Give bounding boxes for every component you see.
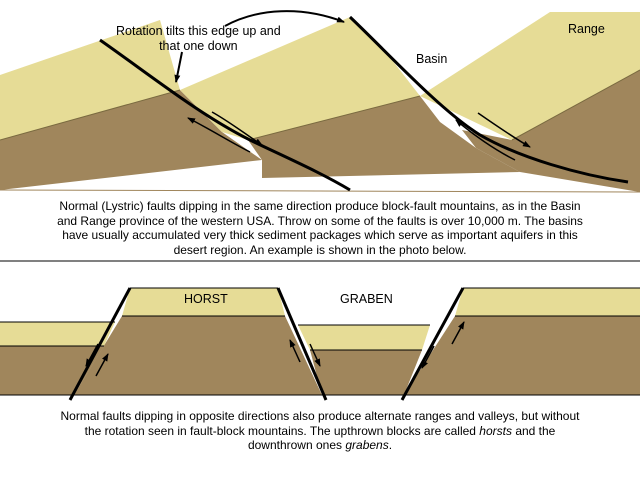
fault-a-up-arrow — [95, 353, 109, 377]
top-caption-line: have usually accumulated very thick sedi… — [62, 228, 578, 242]
fault-b-up-arrow — [289, 339, 301, 363]
block-1-rock — [0, 90, 262, 190]
fault-b — [276, 287, 328, 401]
rotation-label-line2: that one down — [159, 39, 238, 53]
grabens-term: grabens — [345, 438, 389, 452]
block-1-sediment — [0, 20, 180, 140]
basin-label: Basin — [416, 52, 448, 66]
fault-c — [400, 287, 465, 401]
block-2-sediment — [180, 17, 420, 140]
tilted-fault-blocks — [0, 10, 640, 193]
bottom-caption-line1: Normal faults dipping in opposite direct… — [60, 409, 580, 423]
horst-label: HORST — [184, 292, 228, 306]
bottom-caption-line3: downthrown ones grabens. — [247, 438, 393, 452]
horst-sediment — [122, 288, 285, 316]
block-2-rock — [248, 96, 520, 178]
fault-a-down-arrow — [85, 343, 99, 367]
listric-fault-2 — [348, 15, 629, 184]
graben-sediment — [298, 325, 430, 350]
listric-fault-1 — [99, 38, 351, 192]
bottom-caption-line2: the rotation seen in fault-block mountai… — [84, 423, 556, 438]
top-caption-line: desert region. An example is shown in th… — [173, 242, 467, 257]
rotation-label: Rotation tilts this edge up and that one… — [116, 24, 281, 54]
fault-b-down-arrow — [309, 343, 321, 367]
top-caption-line: and Range province of the western USA. T… — [57, 213, 583, 228]
top-caption: Normal (Lystric) faults dipping in the s… — [0, 199, 640, 257]
bottom-caption: Normal faults dipping in opposite direct… — [0, 409, 640, 453]
rotation-pointer-arrow — [174, 51, 183, 83]
block-3-rock — [462, 70, 640, 192]
fault-2-down-arrow — [477, 112, 531, 148]
horsts-term: horsts — [479, 423, 516, 438]
right-horst-sediment — [455, 288, 640, 316]
graben-rock — [310, 350, 422, 395]
right-horst-rock — [404, 316, 640, 395]
left-low-sediment — [0, 322, 115, 346]
horst-rock — [74, 316, 322, 395]
horst-graben-diagram — [0, 287, 640, 401]
rotation-curved-arrow — [224, 10, 345, 27]
fault-a — [68, 287, 132, 401]
fault-c-down-arrow — [421, 345, 435, 369]
fault-1-up-arrow — [187, 117, 251, 153]
block-3-sediment — [420, 12, 640, 140]
graben-label: GRABEN — [340, 292, 393, 306]
top-caption-line: Normal (Lystric) faults dipping in the s… — [59, 199, 581, 213]
range-label: Range — [568, 22, 605, 36]
fault-2-up-arrow — [455, 119, 516, 161]
fault-1-down-arrow — [211, 111, 263, 146]
rotation-label-line1: Rotation tilts this edge up and — [116, 24, 281, 38]
fault-c-up-arrow — [451, 321, 465, 345]
